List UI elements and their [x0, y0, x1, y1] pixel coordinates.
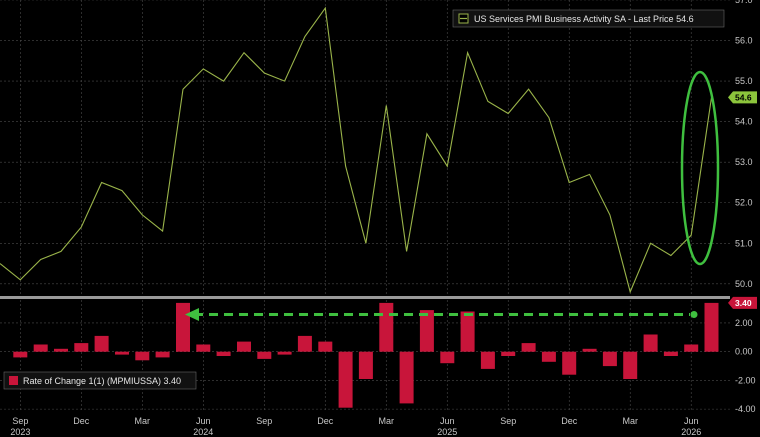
x-year-label: 2024	[193, 427, 213, 437]
top-legend: US Services PMI Business Activity SA - L…	[452, 9, 725, 28]
top-y-tick-label: 51.0	[735, 238, 753, 248]
last-price-badge-shape	[728, 91, 757, 104]
x-month-label: Mar	[622, 416, 638, 426]
roc-bar	[54, 348, 68, 352]
roc-bar	[684, 344, 699, 352]
bottom-legend-swatch	[9, 376, 18, 385]
top-panel-grid	[0, 0, 730, 285]
roc-bar	[562, 351, 577, 375]
roc-bar	[13, 351, 28, 358]
roc-bar	[297, 335, 312, 352]
top-legend-box	[452, 9, 725, 28]
x-month-label: Dec	[561, 416, 578, 426]
roc-bar	[135, 351, 150, 361]
bottom-y-tick-label: 0.00	[735, 347, 753, 357]
x-month-label: Jun	[196, 416, 211, 426]
roc-bar	[419, 310, 434, 352]
last-change-badge: 3.40	[728, 296, 757, 309]
roc-bar	[460, 311, 475, 352]
top-y-tick-label: 50.0	[735, 279, 753, 289]
x-year-label: 2025	[437, 427, 457, 437]
roc-bar	[480, 351, 495, 369]
roc-bar	[440, 351, 455, 364]
roc-bar	[257, 351, 272, 359]
x-year-label: 2026	[681, 427, 701, 437]
x-month-label: Sep	[500, 416, 516, 426]
x-month-label: Dec	[73, 416, 90, 426]
x-month-label: Jun	[684, 416, 699, 426]
roc-bar	[541, 351, 556, 362]
last-price-badge: 54.6	[728, 91, 757, 104]
roc-bar	[115, 351, 129, 355]
roc-bar	[33, 344, 48, 352]
x-month-label: Mar	[135, 416, 151, 426]
roc-bar	[643, 334, 658, 352]
top-y-axis: 50.0 51.0 52.0 53.0 54.0 55.0 56.0 57.0	[735, 0, 753, 289]
top-legend-label: US Services PMI Business Activity SA - L…	[474, 14, 694, 24]
roc-bar	[155, 351, 170, 358]
roc-bar	[74, 343, 89, 352]
roc-bar	[176, 302, 190, 352]
roc-bar	[582, 348, 597, 352]
roc-bar	[94, 335, 109, 352]
roc-bar	[358, 351, 373, 379]
top-y-tick-label: 54.0	[735, 117, 753, 127]
roc-bar	[663, 351, 678, 356]
roc-bar	[216, 351, 231, 356]
roc-bar	[623, 351, 638, 379]
roc-bar	[379, 302, 394, 352]
roc-bar	[338, 351, 353, 408]
top-y-tick-label: 52.0	[735, 198, 753, 208]
bottom-y-axis: 2.00 0.00 -2.00 -4.00	[735, 318, 756, 414]
bottom-y-tick-label: -2.00	[735, 375, 756, 385]
highlight-ellipse-annotation	[680, 70, 720, 266]
bottom-legend: Rate of Change 1(1) (MPMIUSSA) 3.40	[3, 371, 197, 390]
top-y-tick-label: 55.0	[735, 76, 753, 86]
x-month-label: Sep	[12, 416, 28, 426]
top-y-tick-label: 56.0	[735, 36, 753, 46]
roc-bar	[399, 351, 414, 404]
x-month-label: Sep	[256, 416, 272, 426]
x-month-label: Dec	[317, 416, 334, 426]
dashed-arrow-tail-dot	[690, 311, 698, 318]
x-month-label: Mar	[379, 416, 395, 426]
last-price-badge-text: 54.6	[735, 92, 752, 102]
roc-bar	[521, 343, 536, 352]
roc-bar	[277, 351, 292, 355]
x-month-label: Jun	[440, 416, 455, 426]
bottom-legend-label: Rate of Change 1(1) (MPMIUSSA) 3.40	[23, 376, 181, 386]
x-year-label: 2023	[10, 427, 30, 437]
roc-bar	[704, 302, 719, 352]
dashed-arrow-head	[185, 308, 199, 321]
panel-divider	[0, 296, 730, 299]
top-y-tick-label: 53.0	[735, 157, 753, 167]
last-change-badge-shape	[728, 296, 757, 309]
roc-bar	[196, 344, 211, 352]
top-y-tick-label: 57.0	[735, 0, 753, 5]
roc-bar	[237, 341, 251, 352]
pmi-series-line	[0, 6, 713, 294]
bottom-legend-box	[3, 371, 197, 390]
roc-bar	[318, 341, 333, 352]
bottom-y-tick-label: 2.00	[735, 318, 753, 328]
x-axis: Sep Dec Mar Jun Sep Dec Mar Jun Sep Dec Mar Jun 2023…	[10, 416, 701, 437]
roc-bar	[501, 351, 516, 356]
bottom-y-tick-label: -4.00	[735, 404, 756, 414]
last-change-badge-text: 3.40	[735, 298, 752, 308]
roc-bar	[602, 351, 617, 367]
